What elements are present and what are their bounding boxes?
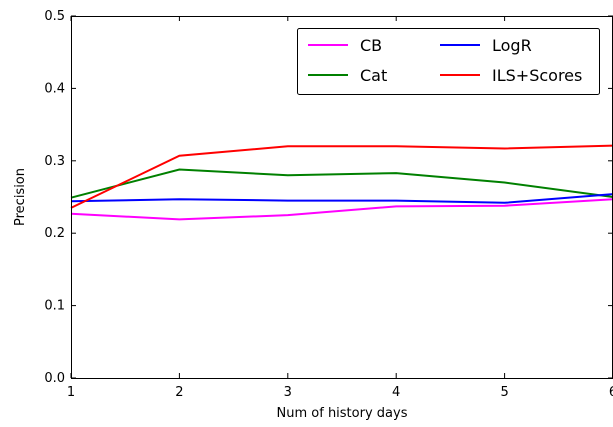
x-tick-label: 2 [175,385,183,400]
x-tick-label: 6 [609,385,613,400]
legend: CB Cat LogR ILS+Scores [297,28,600,95]
series-line-cat [70,168,613,199]
ticks-layer: 1 2 3 4 5 6 0.0 0.1 0.2 0.3 0.4 0.5 [44,9,613,400]
legend-label-cat: Cat [360,66,387,85]
legend-box [297,28,600,95]
x-tick-label: 1 [67,385,75,400]
y-tick-label: 0.5 [44,9,65,24]
y-tick-label: 0.2 [44,226,65,241]
y-tick-label: 0.3 [44,154,65,169]
y-tick-label: 0.4 [44,81,65,96]
legend-label-ils-scores: ILS+Scores [492,66,582,85]
legend-label-cb: CB [360,36,382,55]
legend-label-logr: LogR [492,36,532,55]
y-tick-label: 0.0 [44,371,65,386]
x-axis-label: Num of history days [277,406,408,421]
series-line-ils-scores [70,144,613,209]
series-layer [70,144,613,221]
x-tick-label: 3 [284,385,292,400]
x-tick-label: 5 [500,385,508,400]
series-line-logr [70,193,613,204]
x-tick-label: 4 [392,385,400,400]
series-line-cb [70,198,613,221]
y-tick-label: 0.1 [44,299,65,314]
y-axis-label: Precision [13,168,28,226]
